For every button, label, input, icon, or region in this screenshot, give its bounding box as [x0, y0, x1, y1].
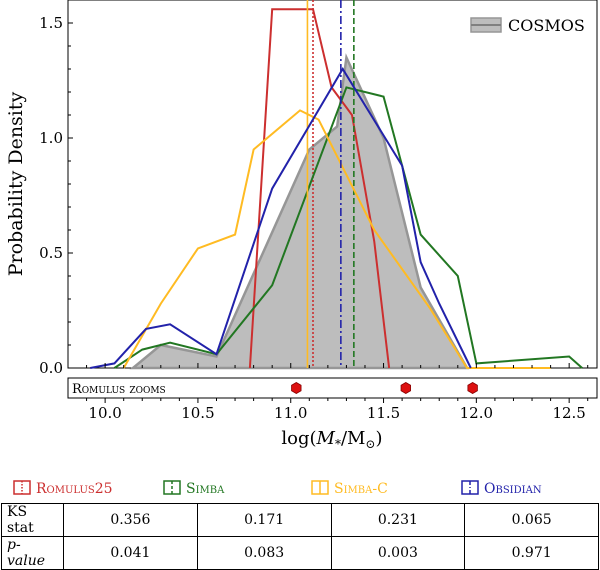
- table-row: p-value 0.041 0.083 0.003 0.971: [1, 536, 599, 570]
- series-line-obsidian: [90, 67, 472, 369]
- legend-cosmos-label: COSMOS: [508, 16, 585, 35]
- row-label-p: p-value: [1, 536, 64, 570]
- x-tick-label: 12.5: [552, 404, 585, 422]
- x-tick-label: 10.0: [88, 404, 121, 422]
- zoom-marker: [400, 382, 411, 394]
- zooms-label: Romulus zooms: [72, 382, 166, 397]
- y-tick-label: 0.0: [39, 359, 63, 377]
- x-axis: 10.0 10.5 11.0 11.5 12.0 12.5: [86, 363, 589, 422]
- y-axis-label: Probability Density: [5, 91, 27, 276]
- zoom-marker: [291, 382, 302, 394]
- ks-table: KS stat 0.356 0.171 0.231 0.065 p-value …: [1, 503, 599, 570]
- table-row: KS stat 0.356 0.171 0.231 0.065: [1, 503, 599, 537]
- cell-p-simba-c: 0.003: [330, 536, 466, 570]
- zoom-markers: [291, 382, 478, 394]
- y-tick-label: 1.0: [39, 129, 63, 147]
- cell-ks-romulus25: 0.356: [63, 503, 198, 537]
- x-axis-label: log(M*/M⊙): [281, 428, 382, 451]
- cell-ks-simba-c: 0.231: [330, 503, 466, 537]
- table-legend-label-simba-c: Simba-C: [334, 481, 388, 497]
- row-label-ks: KS stat: [1, 503, 64, 537]
- cell-ks-simba: 0.171: [196, 503, 332, 537]
- y-tick-label: 0.5: [39, 244, 63, 262]
- table-legend-label-romulus25: Romulus25: [36, 481, 113, 497]
- x-tick-label: 10.5: [181, 404, 214, 422]
- cell-p-simba: 0.083: [196, 536, 332, 570]
- table-legend-label-simba: Simba: [186, 481, 225, 497]
- zoom-marker: [467, 382, 478, 394]
- y-axis: 0.0 0.5 1.0 1.5: [39, 14, 73, 377]
- x-tick-label: 12.0: [460, 404, 493, 422]
- plot-content: [90, 0, 583, 370]
- zooms-strip: [67, 377, 598, 399]
- table-legend-label-obsidian: Obsidian: [484, 481, 542, 497]
- cell-p-obsidian: 0.971: [464, 536, 599, 570]
- cell-p-romulus25: 0.041: [63, 536, 198, 570]
- cell-ks-obsidian: 0.065: [464, 503, 599, 537]
- series-line-simba: [113, 86, 583, 369]
- figure: 0.00.51.01.5 Probability Density COSMOS …: [5, 0, 598, 497]
- series-line-simba-c: [122, 109, 551, 369]
- legend: COSMOS: [470, 16, 585, 35]
- x-tick-label: 11.5: [367, 404, 400, 422]
- x-tick-label: 11.0: [274, 404, 307, 422]
- table-legend: Romulus25 Simba Simba-C Obsidian: [13, 480, 542, 497]
- y-tick-label: 1.5: [39, 14, 63, 32]
